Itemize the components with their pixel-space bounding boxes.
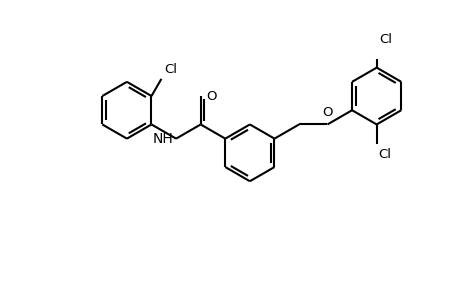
Text: NH: NH: [153, 132, 174, 145]
Text: Cl: Cl: [379, 33, 392, 46]
Text: O: O: [205, 89, 216, 103]
Text: O: O: [321, 106, 332, 119]
Text: Cl: Cl: [377, 148, 390, 161]
Text: Cl: Cl: [164, 63, 177, 76]
